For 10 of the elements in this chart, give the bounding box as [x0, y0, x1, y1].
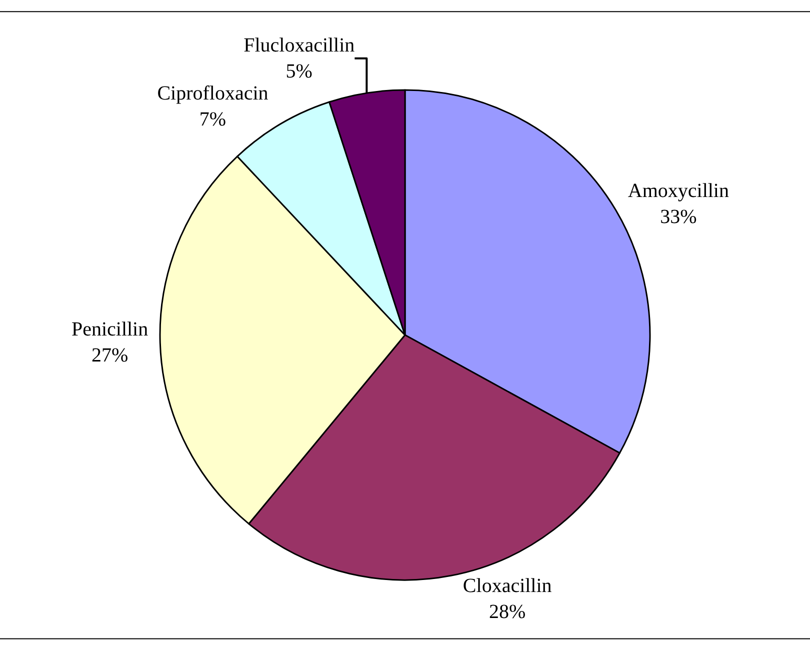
- data-label: 27%: [91, 344, 128, 367]
- slice-label: Ciprofloxacin: [157, 82, 268, 104]
- data-label: 28%: [489, 600, 526, 623]
- slice-label: Cloxacillin: [462, 574, 552, 597]
- data-label: 33%: [660, 206, 697, 228]
- data-label: 5%: [286, 60, 312, 82]
- data-label: 7%: [199, 108, 226, 130]
- slice-label: Amoxycillin: [628, 180, 729, 202]
- slice-label: Penicillin: [71, 318, 148, 341]
- slice-label: Flucloxacillin: [244, 34, 355, 56]
